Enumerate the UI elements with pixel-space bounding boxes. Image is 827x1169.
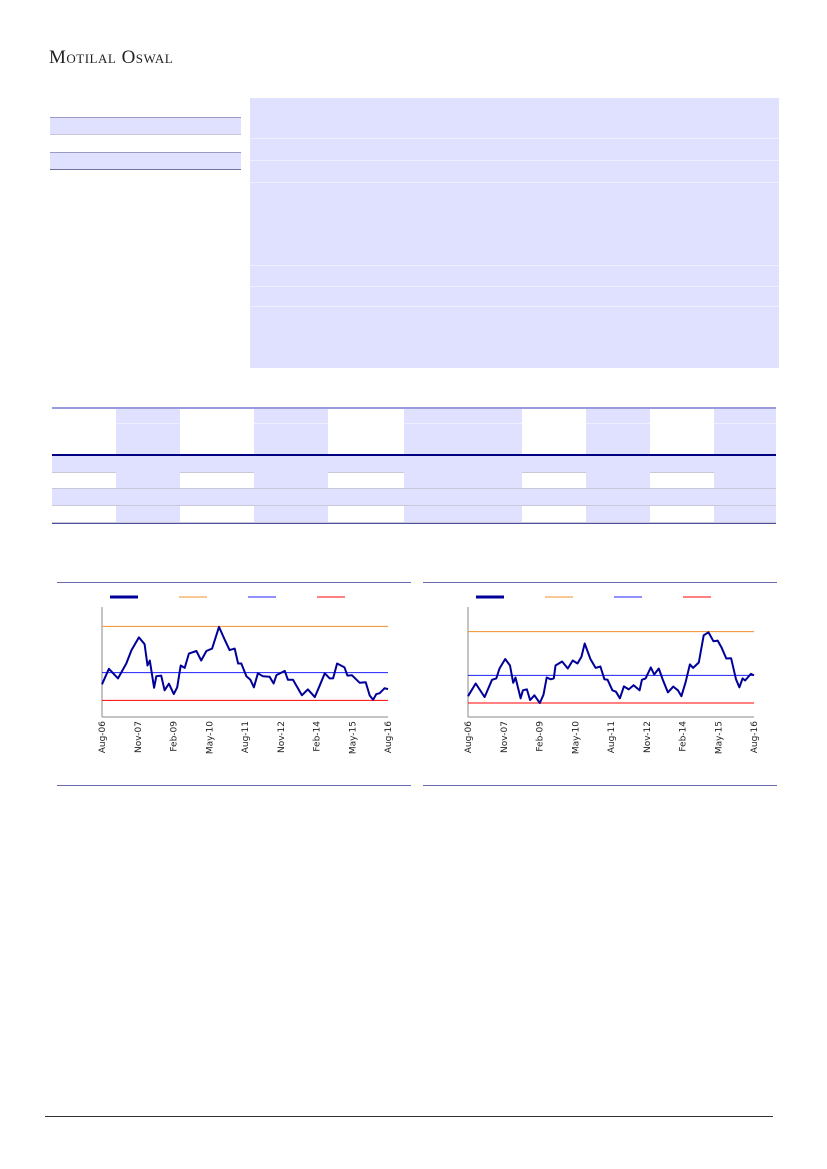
table-subheader-rule: [254, 423, 328, 424]
table-header-cell: [116, 409, 180, 454]
table-subheader-rule: [116, 423, 180, 424]
chart-2: Aug-06 Nov-07 Feb-09 May-10 Aug-11 Nov-12 Feb-…: [464, 595, 760, 754]
chart-1-frame: [57, 582, 411, 786]
table-header-cell: [586, 409, 650, 454]
x-tick-label: Nov-12: [643, 721, 653, 753]
table-cell: [116, 472, 180, 488]
divider: [250, 138, 779, 139]
x-tick-label: Aug-06: [464, 721, 474, 754]
x-tick-label: Feb-14: [313, 721, 323, 752]
table-subheader-rule: [714, 423, 776, 424]
table-cell: [404, 506, 522, 522]
x-tick-label: Aug-16: [750, 721, 760, 754]
series-line: [101, 625, 389, 701]
table-row: [52, 489, 776, 505]
table-cell: [586, 472, 650, 488]
table-header-cell: [714, 409, 776, 454]
table-cell: [254, 506, 328, 522]
table-bottom-rule: [52, 522, 776, 524]
x-tick-label: Aug-11: [241, 721, 251, 753]
divider: [250, 160, 779, 161]
x-tick-label: Feb-09: [536, 721, 546, 752]
table-cell: [586, 506, 650, 522]
x-tick-label: Nov-07: [500, 721, 510, 753]
x-tick-label: Nov-12: [277, 721, 287, 753]
series-line: [467, 631, 755, 704]
table-cell: [714, 506, 776, 522]
x-tick-label: May-15: [348, 721, 358, 754]
x-tick-label: Aug-16: [384, 721, 394, 754]
x-tick-label: Aug-06: [98, 721, 108, 754]
chart-1: Aug-06 Nov-07 Feb-09 May-10 Aug-11 Nov-12 Feb-…: [98, 595, 394, 754]
x-tick-label: May-10: [205, 721, 215, 754]
row-rule: [52, 522, 776, 523]
divider: [250, 265, 779, 266]
table-header-rule: [52, 454, 776, 456]
x-tick-label: Feb-14: [679, 721, 689, 752]
table-header-cell: [254, 409, 328, 454]
row-rule: [52, 505, 776, 506]
footer-rule: [45, 1116, 773, 1117]
x-tick-label: Aug-11: [607, 721, 617, 753]
divider: [250, 182, 779, 183]
chart-2-frame: [423, 582, 777, 786]
table-cell: [116, 506, 180, 522]
x-tick-label: May-10: [571, 721, 581, 754]
x-tick-label: Feb-09: [170, 721, 180, 752]
table-cell: [714, 472, 776, 488]
table-subheader-rule: [586, 423, 650, 424]
row-rule: [52, 488, 776, 489]
table-subheader-rule: [404, 423, 522, 424]
divider: [50, 169, 241, 170]
table-header-cell: [404, 409, 522, 454]
table-row: [52, 456, 776, 472]
left-info-bar: [50, 117, 241, 135]
x-tick-label: Nov-07: [134, 721, 144, 753]
x-tick-label: May-15: [714, 721, 724, 754]
table-cell: [404, 472, 522, 488]
left-info-bar: [50, 152, 241, 170]
summary-panel: [250, 98, 779, 368]
company-logo: Motilal Oswal: [49, 47, 174, 68]
divider: [250, 286, 779, 287]
table-cell: [254, 472, 328, 488]
table-top-rule: [52, 407, 776, 409]
divider: [250, 306, 779, 307]
